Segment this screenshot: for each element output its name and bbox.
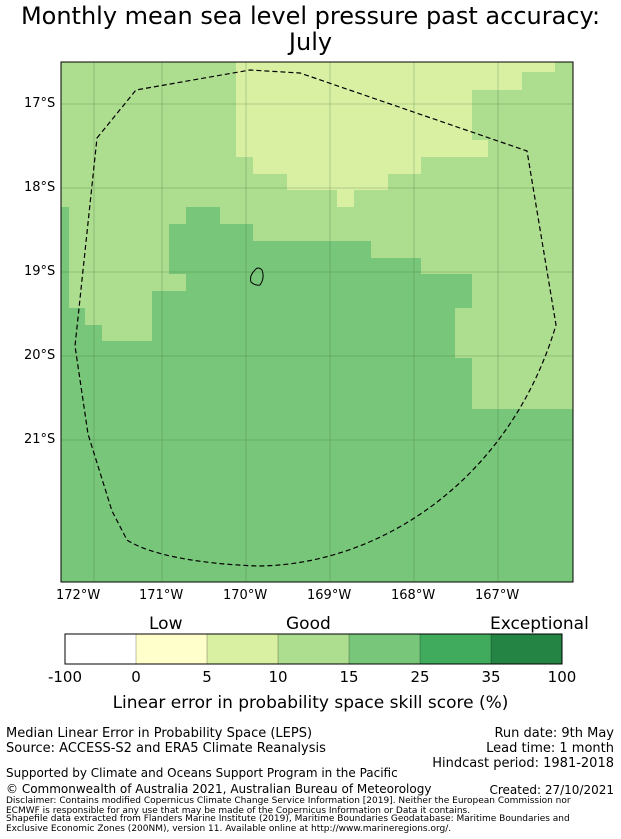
colorbar-category-exceptional: Exceptional — [490, 614, 589, 634]
lon-label-169w: 169°W — [307, 588, 352, 603]
lon-label-172w: 172°W — [56, 588, 101, 603]
lat-label-19s: 19°S — [24, 264, 56, 279]
footer-method: Median Linear Error in Probability Space… — [6, 726, 313, 741]
footer-disclaimer-line2: ECMWF is responsible for any use that ma… — [6, 806, 471, 816]
colorbar-tick: 100 — [547, 668, 577, 686]
colorbar-swatch-5 — [349, 634, 420, 664]
chart-title: Monthly mean sea level pressure past acc… — [20, 2, 601, 30]
colorbar-swatch-4 — [278, 634, 349, 664]
skill-field — [61, 62, 573, 582]
colorbar-tick: 25 — [410, 668, 430, 686]
niue-island-outline — [250, 267, 264, 286]
footer-shapefile-line1: Shapefile data extracted from Flanders M… — [6, 814, 570, 824]
colorbar-category-good: Good — [286, 614, 331, 634]
lon-label-170w: 170°W — [223, 588, 268, 603]
colorbar-tick: 5 — [202, 668, 212, 686]
footer-created: Created: 27/10/2021 — [489, 783, 614, 797]
footer-support: Supported by Climate and Oceans Support … — [6, 766, 398, 780]
eez-boundary — [74, 69, 557, 567]
colorbar-tick: 15 — [339, 668, 359, 686]
footer-source: Source: ACCESS-S2 and ERA5 Climate Reana… — [6, 741, 326, 756]
colorbar-tick: -100 — [47, 668, 83, 686]
footer-run-date: Run date: 9th May — [494, 726, 614, 741]
skill-region-5-10 — [236, 62, 555, 207]
colorbar-swatch-6 — [420, 634, 491, 664]
footer-shapefile-line2: Exclusive Economic Zones (200NM), versio… — [6, 824, 452, 834]
lon-label-171w: 171°W — [139, 588, 184, 603]
lat-label-18s: 18°S — [24, 180, 56, 195]
colorbar-swatch-2 — [136, 634, 207, 664]
colorbar-category-low: Low — [149, 614, 183, 634]
skill-map — [60, 61, 574, 665]
footer-hindcast-period: Hindcast period: 1981-2018 — [432, 756, 614, 771]
graticule — [61, 62, 573, 582]
chart-title-month: July — [288, 28, 333, 56]
footer-lead-time: Lead time: 1 month — [486, 741, 614, 756]
colorbar-swatch-3 — [207, 634, 278, 664]
lat-label-20s: 20°S — [24, 348, 56, 363]
colorbar-tick: 0 — [131, 668, 141, 686]
lat-label-21s: 21°S — [24, 432, 56, 447]
map-frame — [60, 61, 574, 583]
colorbar-label: Linear error in probability space skill … — [112, 693, 509, 713]
lon-label-168w: 168°W — [391, 588, 436, 603]
lat-label-17s: 17°S — [24, 96, 56, 111]
footer-copyright: © Commonwealth of Australia 2021, Austra… — [6, 782, 432, 796]
colorbar-swatch-7 — [491, 634, 562, 664]
colorbar-tick: 35 — [481, 668, 501, 686]
footer-disclaimer-line1: Disclaimer: Contains modified Copernicus… — [6, 796, 571, 806]
lon-label-167w: 167°W — [475, 588, 520, 603]
colorbar-tick: 10 — [268, 668, 288, 686]
colorbar — [64, 633, 563, 665]
colorbar-swatch-1 — [65, 634, 136, 664]
